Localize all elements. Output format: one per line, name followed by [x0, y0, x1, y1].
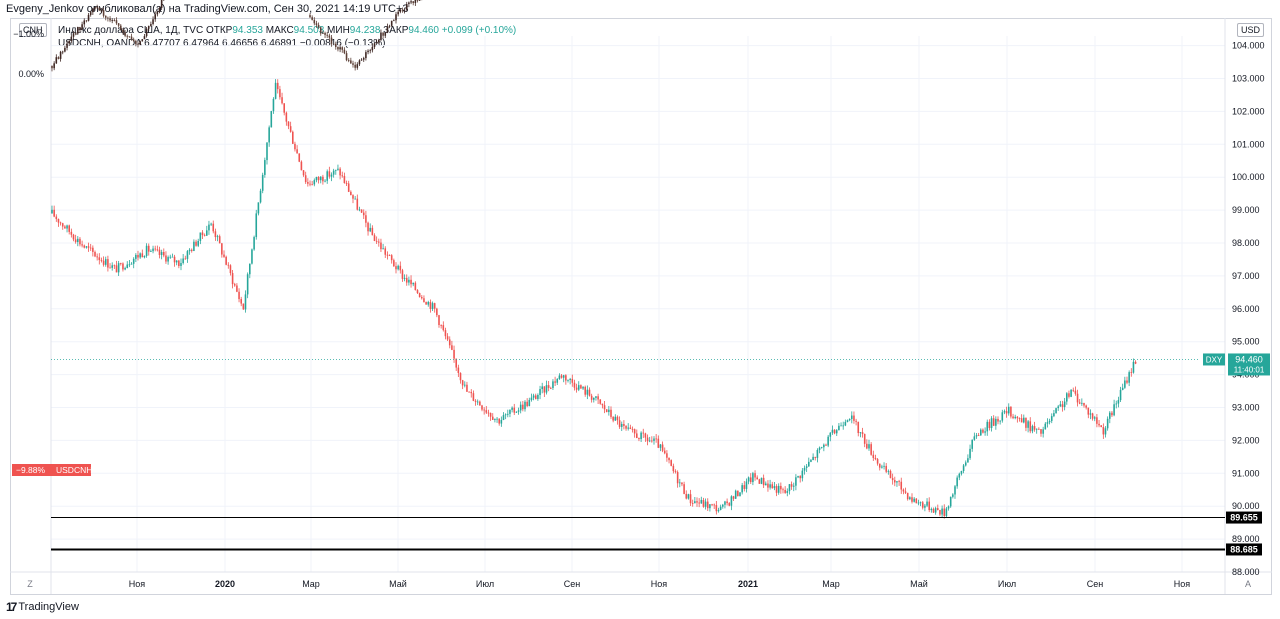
candle-body	[410, 1, 412, 3]
candle-body	[418, 0, 421, 1]
candle-body	[309, 15, 311, 18]
chart-legend: Индекс доллара США, 1Д, TVC ОТКР94.353 М…	[58, 24, 516, 50]
legend-open-value: 94.353	[232, 25, 263, 36]
legend-line-usdcnh: USDCNH, OANDA 6.47707 6.47964 6.46656 6.…	[58, 38, 386, 49]
legend-close-label: ЗАКР	[383, 25, 409, 36]
legend-high-label: МАКС	[265, 25, 294, 36]
legend-line-dxy: Индекс доллара США, 1Д, TVC ОТКР94.353 М…	[58, 24, 516, 37]
legend-open-label: ОТКР	[205, 25, 233, 36]
legend-change: +0.099 (+0.10%)	[441, 25, 517, 36]
candle-body	[414, 0, 417, 4]
legend-low-value: 94.238	[349, 25, 381, 36]
tradingview-brand-text: TradingView	[18, 601, 79, 613]
left-currency-label[interactable]: CNH	[19, 23, 47, 37]
right-currency-label[interactable]: USD	[1237, 23, 1265, 37]
candle-body	[416, 0, 419, 1]
legend-high-value: 94.503	[293, 25, 325, 36]
legend-symbol-name: Индекс доллара США, 1Д, TVC	[58, 25, 204, 36]
tradingview-logo-icon: 17	[6, 600, 17, 614]
tradingview-brand[interactable]: 17 TradingView	[6, 600, 79, 614]
legend-low-label: МИН	[327, 25, 350, 36]
chart-frame[interactable]	[10, 18, 1272, 595]
publisher-credit: Evgeny_Jenkov опубликовал(а) на TradingV…	[6, 3, 409, 15]
candle-body	[412, 1, 414, 4]
legend-close-value: 94.460	[408, 25, 439, 36]
